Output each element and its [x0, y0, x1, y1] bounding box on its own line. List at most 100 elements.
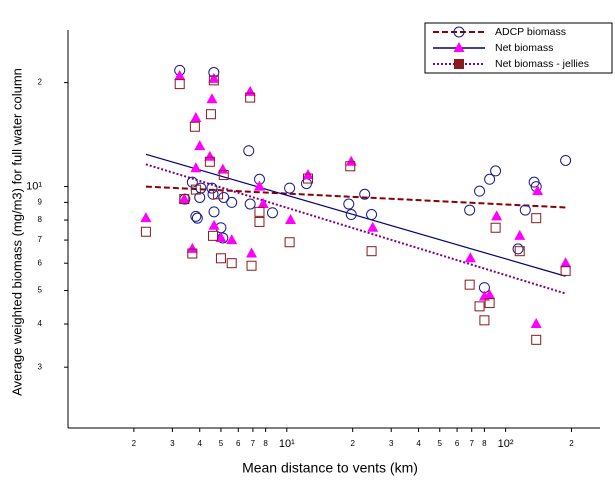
legend-marker	[453, 42, 465, 52]
point	[246, 247, 258, 258]
point	[484, 289, 496, 300]
point	[257, 198, 269, 209]
point	[246, 260, 257, 271]
point	[226, 234, 238, 245]
point	[205, 109, 216, 120]
point	[266, 207, 278, 219]
x-tick-label: 10¹	[279, 438, 295, 450]
point	[303, 173, 314, 184]
x-tick-label: 10²	[498, 438, 514, 450]
point	[244, 198, 256, 210]
x-tick-label: 5	[219, 439, 224, 448]
point	[215, 253, 226, 264]
point	[190, 184, 201, 195]
trend-line	[145, 185, 566, 209]
point	[179, 194, 190, 205]
point	[186, 176, 198, 188]
point	[207, 188, 219, 200]
x-tick-label: 3	[389, 439, 394, 448]
point	[560, 265, 571, 276]
point	[189, 121, 200, 132]
point	[140, 226, 151, 237]
point	[245, 92, 256, 103]
point	[464, 252, 476, 263]
point	[195, 182, 207, 194]
point	[218, 191, 230, 203]
legend-marker	[454, 59, 464, 69]
point	[484, 298, 495, 309]
point	[464, 279, 475, 290]
point	[285, 214, 297, 225]
point	[532, 185, 544, 196]
point	[215, 231, 227, 242]
point	[514, 246, 525, 257]
x-tick-label: 7	[251, 439, 256, 448]
point	[367, 221, 379, 232]
x-tick-label: 3	[170, 439, 175, 448]
y-tick-label: 8	[38, 215, 43, 224]
point	[284, 237, 295, 248]
x-tick-label: 6	[236, 439, 241, 448]
point	[531, 213, 542, 224]
point	[519, 204, 531, 216]
point	[490, 165, 502, 177]
point	[484, 173, 496, 185]
legend-marker	[453, 26, 465, 38]
trend-line	[145, 163, 566, 295]
x-tick-label: 2	[569, 439, 574, 448]
point	[244, 85, 256, 96]
point	[217, 163, 229, 174]
point	[190, 162, 202, 173]
point	[206, 93, 218, 104]
point	[253, 180, 265, 191]
point	[208, 72, 220, 83]
point	[514, 229, 526, 240]
x-tick-label: 8	[482, 439, 487, 448]
point	[208, 219, 220, 230]
point	[190, 210, 202, 222]
point	[208, 230, 219, 241]
x-tick-label: 8	[263, 439, 268, 448]
x-tick-label: 4	[416, 439, 421, 448]
point	[190, 111, 202, 122]
point	[359, 188, 371, 200]
y-axis-label: Average weighted biomass (mg/m3) for ful…	[9, 68, 24, 396]
point	[213, 189, 224, 200]
legend-label: ADCP biomass	[495, 26, 566, 38]
point	[560, 154, 572, 166]
point	[204, 156, 215, 167]
point	[191, 212, 203, 224]
y-tick-label: 9	[38, 197, 43, 206]
x-axis-label: Mean distance to vents (km)	[242, 460, 418, 476]
point	[531, 334, 542, 345]
point	[512, 243, 524, 255]
point	[254, 216, 265, 227]
point	[186, 242, 198, 253]
y-tick-label: 7	[38, 235, 43, 244]
legend-label: Net biomass	[495, 42, 553, 54]
point	[174, 69, 186, 80]
point	[474, 301, 485, 312]
point	[194, 140, 206, 151]
point	[343, 198, 355, 210]
point	[187, 248, 198, 259]
x-tick-label: 2	[350, 439, 355, 448]
y-tick-label: 2	[38, 78, 43, 87]
point	[530, 318, 542, 329]
point	[208, 206, 220, 218]
point	[226, 196, 238, 208]
point	[474, 185, 486, 197]
x-tick-label: 4	[198, 439, 203, 448]
legend-label: Net biomass - jellies	[495, 58, 589, 70]
point	[366, 246, 377, 257]
point	[218, 170, 229, 181]
point	[464, 204, 476, 216]
point	[491, 210, 503, 221]
x-tick-label: 2	[132, 439, 137, 448]
y-tick-label: 5	[38, 286, 43, 295]
point	[174, 79, 185, 90]
point	[208, 75, 219, 86]
point	[204, 150, 216, 161]
